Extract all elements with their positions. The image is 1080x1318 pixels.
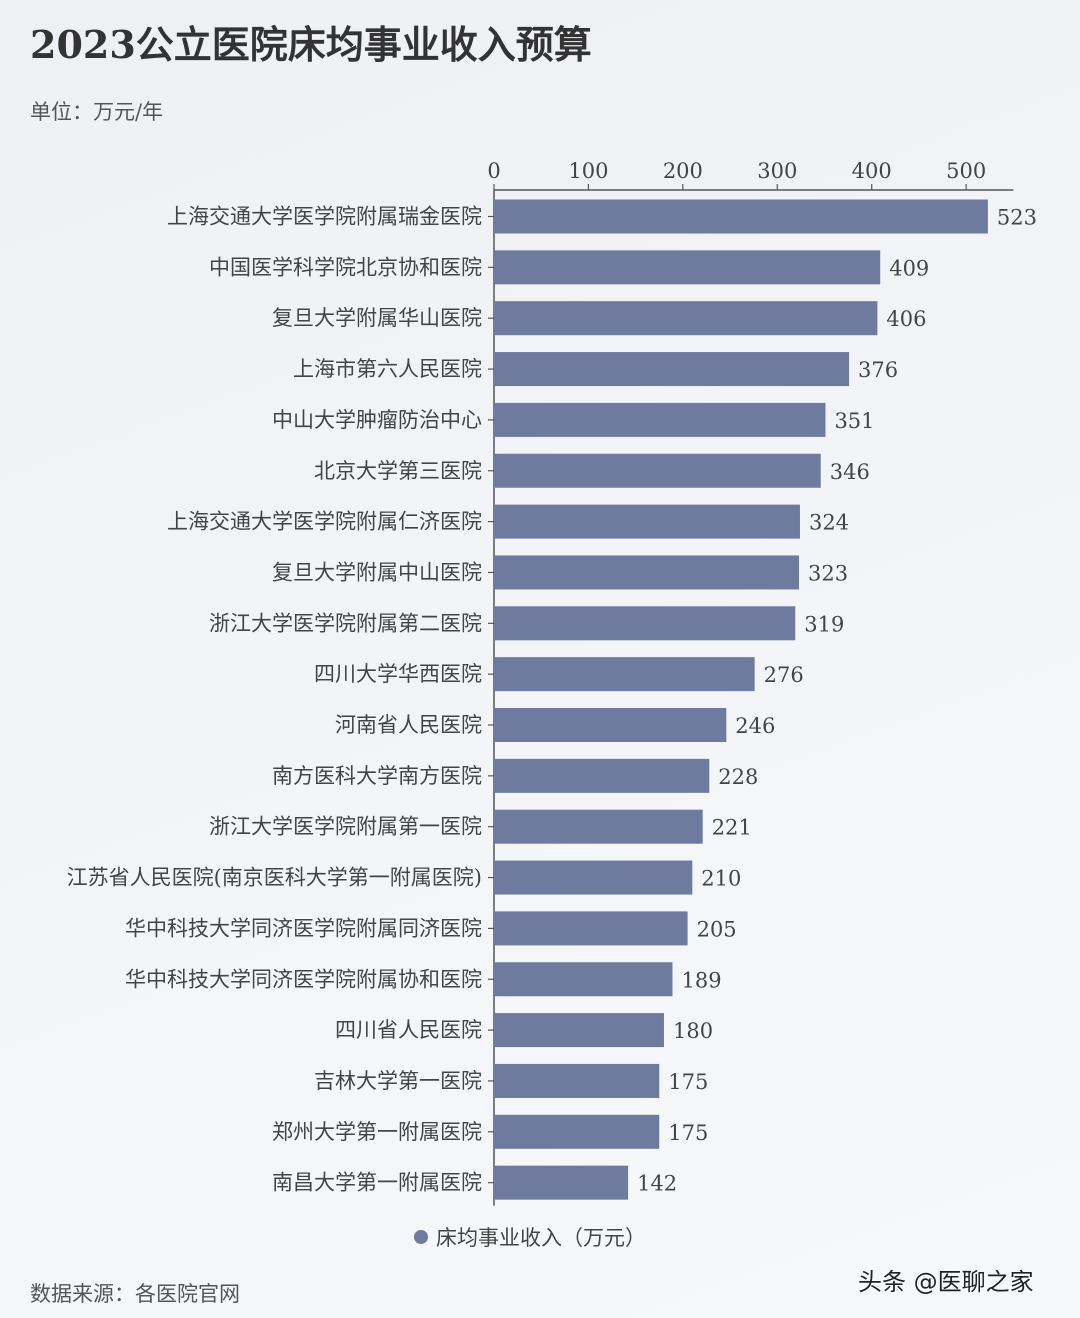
data-label: 142 — [637, 1172, 677, 1196]
bar — [494, 504, 800, 539]
legend-marker — [414, 1230, 428, 1244]
category-label: 江苏省人民医院(南京医科大学第一附属医院) — [67, 866, 482, 890]
data-label: 175 — [668, 1121, 708, 1145]
data-label: 406 — [886, 307, 926, 331]
data-label: 523 — [997, 206, 1037, 230]
bar — [494, 911, 688, 946]
bar — [494, 555, 800, 590]
x-tick-label: 300 — [757, 159, 797, 183]
category-label: 上海交通大学医学院附属瑞金医院 — [167, 205, 482, 229]
category-label: 华中科技大学同济医学院附属协和医院 — [125, 967, 482, 991]
bar — [494, 301, 878, 336]
x-tick-label: 200 — [663, 159, 703, 183]
category-label: 复旦大学附属中山医院 — [272, 560, 482, 584]
data-label: 324 — [809, 511, 849, 535]
category-label: 南昌大学第一附属医院 — [272, 1171, 482, 1195]
category-label: 吉林大学第一医院 — [314, 1069, 482, 1093]
bar — [494, 453, 821, 488]
data-label: 376 — [858, 358, 898, 382]
data-label: 210 — [701, 867, 741, 891]
data-label: 276 — [764, 663, 804, 687]
data-label: 189 — [681, 968, 721, 992]
category-label: 浙江大学医学院附属第一医院 — [209, 815, 482, 839]
category-label: 中山大学肿瘤防治中心 — [272, 408, 482, 432]
data-label: 323 — [808, 561, 848, 585]
data-label: 205 — [697, 917, 737, 941]
bar — [494, 606, 796, 641]
bar — [494, 809, 703, 844]
data-label: 175 — [668, 1070, 708, 1094]
bar — [494, 199, 988, 234]
data-source: 数据来源：各医院官网 — [30, 1282, 240, 1306]
bar — [494, 1114, 660, 1149]
bar — [494, 708, 727, 742]
data-label: 228 — [718, 765, 758, 789]
category-label: 中国医学科学院北京协和医院 — [209, 255, 482, 279]
x-tick-label: 500 — [946, 159, 986, 183]
bar — [494, 352, 850, 387]
category-label: 河南省人民医院 — [335, 713, 482, 737]
legend: 床均事业收入（万元） — [414, 1222, 646, 1252]
bar — [494, 402, 826, 437]
bar — [494, 657, 755, 692]
x-tick-label: 100 — [568, 159, 608, 183]
data-label: 180 — [673, 1019, 713, 1043]
category-label: 浙江大学医学院附属第二医院 — [209, 611, 482, 635]
category-label: 南方医科大学南方医院 — [272, 764, 482, 788]
category-label: 上海市第六人民医院 — [293, 357, 482, 381]
category-label: 北京大学第三医院 — [314, 459, 482, 483]
bar — [494, 1165, 629, 1200]
bar — [494, 1063, 660, 1098]
category-label: 四川省人民医院 — [335, 1018, 482, 1042]
legend-label: 床均事业收入（万元） — [436, 1226, 646, 1250]
category-label: 四川大学华西医院 — [314, 662, 482, 686]
data-label: 221 — [712, 816, 752, 840]
bar — [494, 250, 881, 285]
bar — [494, 1013, 664, 1048]
data-label: 346 — [830, 460, 870, 484]
x-tick-label: 400 — [852, 159, 892, 183]
bar — [494, 962, 673, 997]
unit-label: 单位：万元/年 — [30, 100, 164, 124]
category-label: 华中科技大学同济医学院附属同济医院 — [125, 916, 482, 940]
data-label: 319 — [804, 612, 844, 636]
data-label: 246 — [735, 714, 775, 738]
data-label: 351 — [834, 409, 874, 433]
category-label: 郑州大学第一附属医院 — [272, 1120, 482, 1144]
bar — [494, 860, 693, 895]
chart-title: 2023公立医院床均事业收入预算 — [30, 22, 592, 67]
category-label: 复旦大学附属华山医院 — [272, 306, 482, 330]
x-tick-label: 0 — [487, 159, 500, 183]
bar — [494, 758, 710, 793]
data-label: 409 — [889, 256, 929, 280]
category-label: 上海交通大学医学院附属仁济医院 — [167, 510, 482, 534]
watermark: 头条 @医聊之家 — [858, 1268, 1034, 1296]
